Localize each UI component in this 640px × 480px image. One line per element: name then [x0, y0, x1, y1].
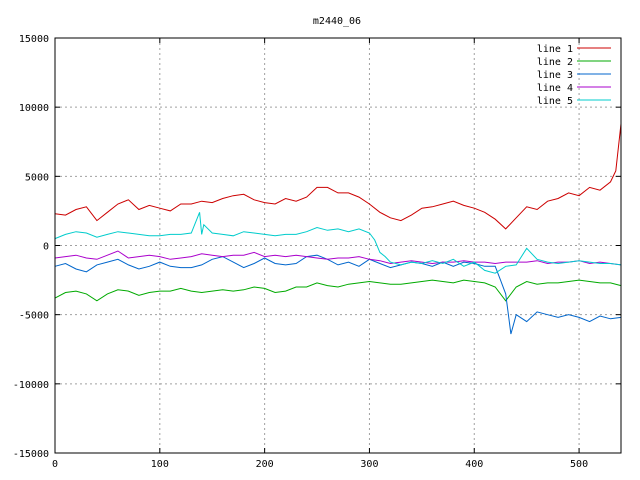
legend-label-1: line 1: [537, 44, 573, 55]
legend-label-5: line 5: [537, 96, 573, 107]
grid-layer: [55, 38, 621, 453]
x-tick-label: 0: [52, 459, 58, 470]
series-line-1: [54, 123, 622, 230]
y-tick-label: 15000: [19, 34, 49, 45]
x-tick-label: 300: [360, 459, 378, 470]
legend-label-3: line 3: [537, 70, 573, 81]
x-tick-label: 400: [465, 459, 483, 470]
y-tick-label: -10000: [13, 380, 49, 391]
chart-title: m2440_06: [313, 16, 361, 27]
series-line-4: [54, 250, 622, 266]
y-tick-label: -5000: [19, 311, 49, 322]
legend-label-2: line 2: [537, 57, 573, 68]
y-tick-label: -15000: [13, 449, 49, 460]
x-tick-label: 500: [570, 459, 588, 470]
legend: line 1 line 2 line 3 line 4 line 5: [537, 44, 611, 107]
y-tick-label: 5000: [25, 172, 49, 183]
series-line-2: [54, 279, 622, 302]
y-tick-label: 10000: [19, 103, 49, 114]
x-tick-label: 100: [151, 459, 169, 470]
series-layer: [54, 123, 622, 335]
x-tick-label: 200: [256, 459, 274, 470]
series-line-5: [54, 212, 622, 274]
legend-label-4: line 4: [537, 83, 573, 94]
y-tick-label: 0: [43, 242, 49, 253]
ticks-layer: 0 100 200 300 400 500 -15000 -10000 -5000 0 5000 10…: [13, 34, 621, 470]
series-line-3: [54, 254, 622, 335]
